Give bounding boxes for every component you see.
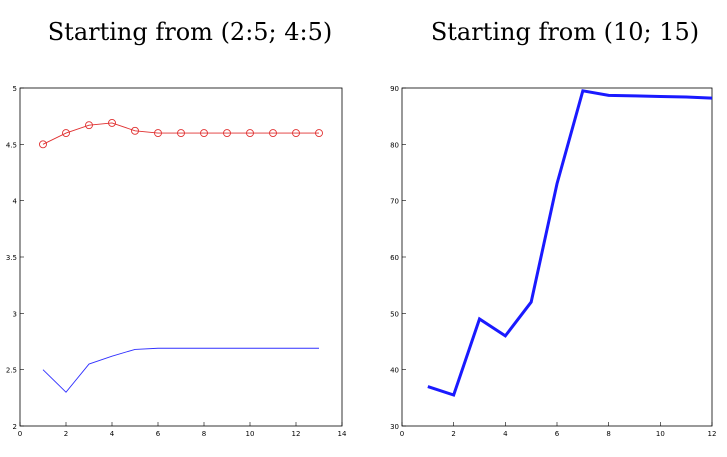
point-marker [108, 118, 116, 127]
chart-title: Starting from (10; 15) [431, 18, 699, 46]
y-tick-label: 60 [390, 254, 399, 262]
plot-frame [19, 87, 343, 427]
series-line [42, 122, 319, 145]
y-tick-label: 40 [390, 367, 399, 375]
y-tick-label: 80 [390, 141, 399, 149]
x-tick-label: 0 [18, 430, 22, 438]
y-tick-label: 3.5 [6, 254, 17, 262]
x-tick-label: 6 [156, 430, 161, 438]
x-tick-label: 6 [555, 430, 560, 438]
y-tick-label: 4 [13, 198, 18, 206]
chart-title: Starting from (2:5; 4:5) [48, 18, 333, 46]
x-tick-label: 10 [246, 430, 255, 438]
x-tick-label: 12 [292, 430, 301, 438]
plot-frame [401, 87, 713, 427]
y-tick-label: 5 [13, 85, 17, 93]
x-tick-label: 0 [400, 430, 404, 438]
x-tick-label: 10 [656, 430, 665, 438]
x-tick-label: 8 [606, 430, 610, 438]
y-tick-label: 3 [13, 310, 17, 318]
x-tick-label: 2 [451, 430, 455, 438]
point-marker [200, 129, 208, 138]
series-line [427, 89, 713, 397]
point-marker [85, 121, 93, 130]
y-tick-label: 70 [390, 198, 399, 206]
x-tick-label: 14 [338, 430, 347, 438]
y-tick-label: 50 [390, 310, 399, 318]
x-tick-label: 8 [202, 430, 206, 438]
point-marker [131, 126, 139, 135]
x-tick-label: 2 [64, 430, 68, 438]
x-tick-label: 12 [708, 430, 717, 438]
x-tick-label: 4 [110, 430, 115, 438]
y-tick-label: 2 [13, 423, 17, 431]
point-marker [177, 129, 185, 138]
y-tick-label: 30 [390, 423, 399, 431]
point-marker [315, 129, 323, 138]
point-marker [39, 140, 47, 149]
y-tick-label: 4.5 [6, 141, 17, 149]
point-marker [223, 129, 231, 138]
point-marker [154, 129, 162, 138]
point-marker [292, 129, 300, 138]
point-marker [246, 129, 254, 138]
point-marker [62, 129, 70, 138]
series-line [42, 347, 319, 393]
point-marker [269, 129, 277, 138]
y-tick-label: 2.5 [6, 367, 17, 375]
x-tick-label: 4 [503, 430, 508, 438]
y-tick-label: 90 [390, 85, 399, 93]
